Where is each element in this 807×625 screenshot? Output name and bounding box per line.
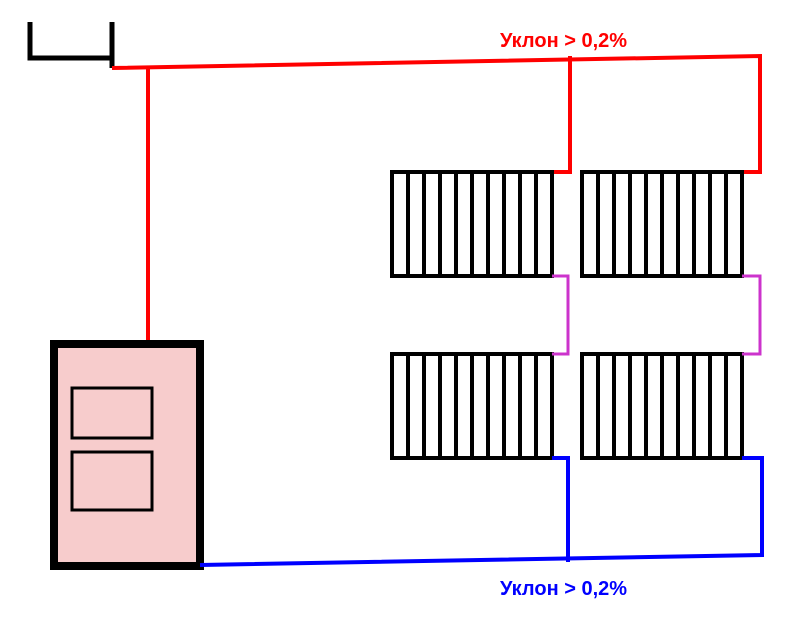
heating-schematic xyxy=(0,0,807,625)
slope-label-bottom: Уклон > 0,2% xyxy=(500,578,627,601)
slope-label-top: Уклон > 0,2% xyxy=(500,30,627,53)
